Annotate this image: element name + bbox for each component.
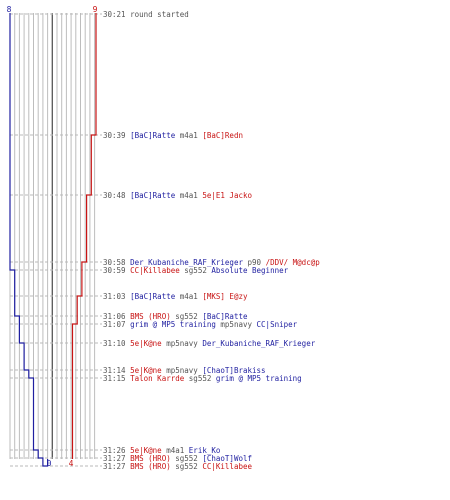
blue-start-count: 8: [7, 5, 12, 14]
kill-log-row: 30:21 round started: [103, 10, 189, 19]
event-time: 30:59: [103, 266, 126, 275]
killer-name: Talon Karrde: [130, 374, 185, 383]
event-time: 30:39: [103, 131, 126, 140]
event-time: 31:10: [103, 339, 126, 348]
kill-log-row: 31:07 grim @ MP5 training mp5navy CC|Sni…: [103, 320, 297, 329]
victim-name: [MKS] E@zy: [202, 292, 248, 301]
kill-log-row: 31:26 5e|K@ne m4a1 Erik_Ko: [103, 446, 220, 455]
killer-name: [BaC]Ratte: [130, 131, 176, 140]
event-time: 30:21: [103, 10, 126, 19]
weapon-name: sg552: [175, 312, 198, 321]
victim-name: grim @ MP5 training: [215, 374, 302, 383]
weapon-name: sg552: [175, 462, 198, 471]
victim-name: [ChaoT]Brakiss: [202, 366, 266, 375]
victim-name: Absolute Beginner: [211, 266, 289, 275]
victim-name: Erik_Ko: [188, 446, 221, 455]
victim-name: CC|Sniper: [256, 320, 298, 329]
victim-name: [BaC]Redn: [202, 131, 243, 140]
event-time: 31:15: [103, 374, 126, 383]
victim-name: CC|Killabee: [202, 462, 253, 471]
victim-name: 5e|E1 Jacko: [202, 191, 253, 200]
killer-name: BMS (HRO): [130, 312, 171, 321]
weapon-name: sg552: [184, 266, 207, 275]
kill-log-row: 30:59 CC|Killabee sg552 Absolute Beginne…: [103, 266, 288, 275]
event-time: 31:03: [103, 292, 126, 301]
victim-name: [ChaoT]Wolf: [202, 454, 253, 463]
victim-name: Der_Kubaniche_RAF_Krieger: [202, 339, 316, 348]
killer-name: [BaC]Ratte: [130, 191, 176, 200]
killer-name: Der_Kubaniche_RAF_Krieger: [130, 258, 243, 267]
event-time: 31:06: [103, 312, 126, 321]
weapon-name: m4a1: [166, 446, 185, 455]
event-time: 31:26: [103, 446, 126, 455]
victim-name: [BaC]Ratte: [202, 312, 248, 321]
weapon-name: mp5navy: [220, 320, 253, 329]
killer-name: grim @ MP5 training: [130, 320, 216, 329]
weapon-name: mp5navy: [166, 366, 198, 375]
kill-log-row: 31:10 5e|K@ne mp5navy Der_Kubaniche_RAF_…: [103, 339, 315, 348]
weapon-name: mp5navy: [166, 339, 198, 348]
event-time: 31:27: [103, 454, 126, 463]
blue-team-alive-line: [9, 13, 49, 467]
weapon-name: m4a1: [179, 191, 198, 200]
kill-log-row: 31:27 BMS (HRO) sg552 CC|Killabee: [103, 462, 252, 471]
kill-log-row: 31:03 [BaC]Ratte m4a1 [MKS] E@zy: [103, 292, 248, 301]
event-note: round started: [130, 10, 189, 19]
event-time: 31:14: [103, 366, 126, 375]
weapon-name: sg552: [175, 454, 198, 463]
weapon-name: m4a1: [179, 131, 198, 140]
kill-log-row: 30:39 [BaC]Ratte m4a1 [BaC]Redn: [103, 131, 243, 140]
event-time: 31:27: [103, 462, 126, 471]
killer-name: CC|Killabee: [130, 266, 180, 275]
weapon-name: sg552: [188, 374, 212, 383]
killer-name: 5e|K@ne: [130, 366, 162, 375]
killer-name: 5e|K@ne: [130, 339, 162, 348]
killer-name: BMS (HRO): [130, 454, 171, 463]
kill-log-row: 31:27 BMS (HRO) sg552 [ChaoT]Wolf: [103, 454, 252, 463]
kill-log-row: 30:48 [BaC]Ratte m4a1 5e|E1 Jacko: [103, 191, 252, 200]
kill-log-row: 31:14 5e|K@ne mp5navy [ChaoT]Brakiss: [103, 366, 266, 375]
event-time: 30:48: [103, 191, 126, 200]
kill-log-row: 31:15 Talon Karrde sg552 grim @ MP5 trai…: [103, 374, 302, 383]
killer-name: BMS (HRO): [130, 462, 171, 471]
killer-name: 5e|K@ne: [130, 446, 162, 455]
red-end-count: 4: [69, 459, 74, 468]
event-time: 30:58: [103, 258, 126, 267]
red-start-count: 9: [93, 5, 98, 14]
kill-log-row: 30:58 Der_Kubaniche_RAF_Krieger p90 /DDV…: [103, 258, 320, 267]
red-team-alive-line: [71, 13, 97, 459]
weapon-name: m4a1: [179, 292, 198, 301]
victim-name: /DDV/ M@dc@p: [265, 258, 320, 267]
killer-name: [BaC]Ratte: [130, 292, 176, 301]
blue-end-count: 0: [47, 459, 52, 468]
event-time: 31:07: [103, 320, 126, 329]
kill-log-row: 31:06 BMS (HRO) sg552 [BaC]Ratte: [103, 312, 248, 321]
weapon-name: p90: [247, 258, 262, 267]
